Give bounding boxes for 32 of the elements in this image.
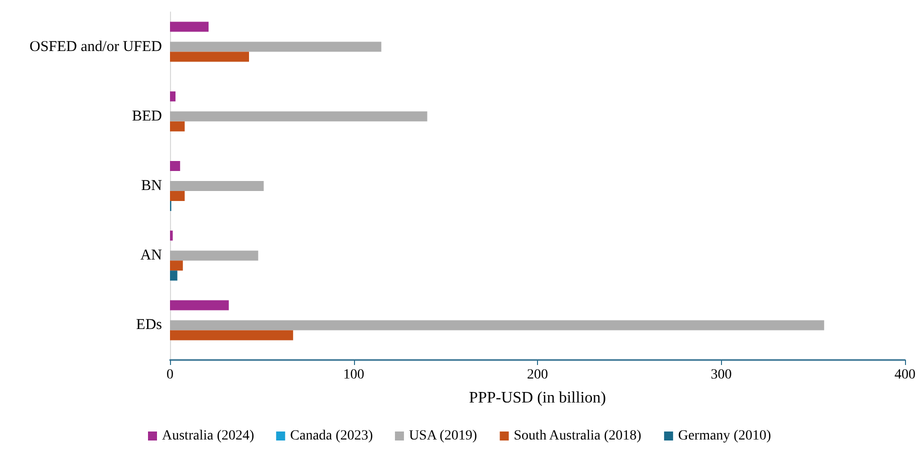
legend-label: Germany (2010) xyxy=(678,428,772,444)
bar xyxy=(170,330,294,340)
x-axis-title: PPP-USD (in billion) xyxy=(469,390,606,406)
y-tick-label: AN xyxy=(140,248,162,264)
x-tick-label: 400 xyxy=(894,368,916,382)
bar xyxy=(170,22,209,32)
bar xyxy=(170,320,824,330)
bar xyxy=(170,52,250,62)
bar xyxy=(170,111,428,122)
bar xyxy=(170,181,264,191)
legend-label: USA (2019) xyxy=(408,428,478,444)
bar xyxy=(170,230,173,241)
bar xyxy=(170,250,258,261)
legend-label: Canada (2023) xyxy=(290,428,374,444)
bar xyxy=(170,191,185,201)
bar xyxy=(170,91,176,102)
bar xyxy=(170,260,183,271)
y-tick-label: BED xyxy=(132,108,162,124)
x-tick-label: 100 xyxy=(343,368,364,382)
bar xyxy=(170,121,185,132)
y-tick-label: BN xyxy=(141,178,162,194)
bar xyxy=(170,42,382,52)
legend-label: South Australia (2018) xyxy=(514,428,642,444)
bar xyxy=(170,300,229,310)
y-tick-label: EDs xyxy=(136,317,162,334)
x-tick-label: 0 xyxy=(166,368,174,382)
legend-label: Australia (2024) xyxy=(162,428,254,444)
y-tick-label: OSFED and/or UFED xyxy=(29,38,162,55)
bar xyxy=(170,270,178,281)
x-tick-label: 200 xyxy=(527,368,548,382)
x-tick-label: 300 xyxy=(710,368,732,382)
bar xyxy=(170,161,180,171)
